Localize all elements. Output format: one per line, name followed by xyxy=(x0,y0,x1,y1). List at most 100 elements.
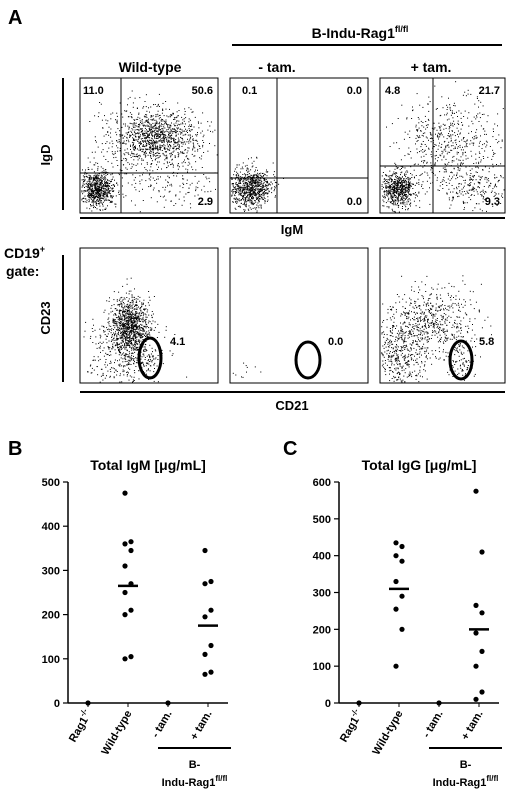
gate-label-line2: gate: xyxy=(6,263,39,279)
plot-frame xyxy=(229,247,369,384)
dot-cloud xyxy=(381,275,492,383)
dot-cloud xyxy=(381,81,505,213)
group-header: B-Indu-Rag1fl/fl xyxy=(312,24,409,41)
plot-frame xyxy=(79,77,219,214)
group-label-main: Indu-Rag1fl/fl xyxy=(433,774,499,789)
quadrant-tr-value: 0.0 xyxy=(347,85,362,97)
dot-cloud xyxy=(232,362,262,378)
y-tick-label: 400 xyxy=(313,551,331,563)
data-point xyxy=(356,700,362,706)
data-point xyxy=(473,663,479,669)
column-label-wild-type: Wild-type xyxy=(119,59,182,75)
data-point xyxy=(479,689,485,695)
row1-y-label: IgD xyxy=(38,145,53,166)
data-point xyxy=(128,654,134,660)
y-tick-label: 0 xyxy=(325,698,331,710)
column-label-minus-tam: - tam. xyxy=(258,59,295,75)
quadrant-tr-value: 50.6 xyxy=(192,85,213,97)
dot-cloud xyxy=(81,90,218,213)
data-point xyxy=(399,558,405,564)
data-point xyxy=(202,614,208,620)
x-category-label: Rag1-/- xyxy=(64,707,94,745)
data-point xyxy=(473,696,479,702)
x-category-label: Wild-type xyxy=(371,709,406,758)
gate-value: 4.1 xyxy=(170,336,185,348)
plot-frame xyxy=(229,77,369,214)
data-point xyxy=(128,607,134,613)
data-point xyxy=(122,490,128,496)
data-point xyxy=(85,700,91,706)
data-point xyxy=(208,642,214,649)
gate-value: 0.0 xyxy=(328,336,343,348)
x-category-label: + tam. xyxy=(188,709,214,743)
gate-value: 5.8 xyxy=(479,336,494,348)
data-point xyxy=(202,651,208,658)
category-text: - tam. xyxy=(150,709,175,740)
y-tick-label: 500 xyxy=(313,514,331,526)
data-point xyxy=(479,549,485,555)
category-text: + tam. xyxy=(188,709,214,743)
data-point xyxy=(202,671,208,677)
group-label-sup: fl/fl xyxy=(215,774,227,783)
gate-label-line1: CD19 xyxy=(4,245,40,261)
y-tick-label: 100 xyxy=(313,661,331,673)
gate-label: CD19+ xyxy=(4,244,45,261)
chart-title: Total IgG [μg/mL] xyxy=(362,457,477,473)
panel-c-letter: C xyxy=(283,438,297,460)
data-point xyxy=(122,589,128,596)
dot-cloud xyxy=(231,156,284,213)
x-category-label: Wild-type xyxy=(100,709,135,758)
y-tick-label: 600 xyxy=(313,477,331,489)
group-header-text: B-Indu-Rag1 xyxy=(312,25,395,41)
category-text: + tam. xyxy=(459,709,485,743)
data-point xyxy=(122,656,128,662)
data-point xyxy=(202,581,208,587)
group-header-sup: fl/fl xyxy=(395,24,409,34)
data-point xyxy=(399,543,405,550)
quadrant-tl-value: 11.0 xyxy=(83,85,104,97)
data-point xyxy=(128,539,134,545)
flow-plot-r1-c3: 4.8 21.7 9.3 xyxy=(379,77,506,214)
y-tick-label: 400 xyxy=(42,521,60,533)
group-label-prefix: B- xyxy=(460,759,472,771)
y-tick-label: 300 xyxy=(42,565,60,577)
data-point xyxy=(479,610,485,616)
row2-x-label: CD21 xyxy=(275,398,308,413)
quadrant-tl-value: 0.1 xyxy=(242,85,257,97)
group-label-sup: fl/fl xyxy=(486,774,498,783)
group-label-text: Indu-Rag1 xyxy=(162,777,216,789)
data-point xyxy=(165,700,171,706)
category-sup: -/- xyxy=(78,707,90,718)
data-point xyxy=(122,563,128,569)
x-category-label: - tam. xyxy=(150,709,175,740)
data-point xyxy=(399,593,405,599)
chart-title: Total IgM [μg/mL] xyxy=(90,457,206,473)
category-text: Wild-type xyxy=(100,709,135,758)
quadrant-br-value: 9.3 xyxy=(485,196,500,208)
quadrant-br-value: 0.0 xyxy=(347,196,362,208)
quadrant-tl-value: 4.8 xyxy=(385,85,400,97)
flow-plot-r2-c2: 0.0 xyxy=(229,247,369,384)
data-point xyxy=(393,578,399,585)
group-label-text: Indu-Rag1 xyxy=(433,777,487,789)
category-text: Wild-type xyxy=(371,709,406,758)
panel-b-letter: B xyxy=(8,438,22,460)
x-category-label: - tam. xyxy=(421,709,446,740)
data-point xyxy=(208,669,214,675)
plot-frame xyxy=(379,77,506,214)
plot-frame xyxy=(79,247,219,384)
data-point xyxy=(473,602,479,609)
category-text: - tam. xyxy=(421,709,446,740)
group-label-prefix: B- xyxy=(189,759,201,771)
panel-a-letter: A xyxy=(8,7,22,29)
x-category-label: + tam. xyxy=(459,709,485,743)
y-tick-label: 200 xyxy=(42,610,60,622)
plot-frame xyxy=(379,247,506,384)
data-point xyxy=(473,488,479,494)
quadrant-tr-value: 21.7 xyxy=(479,85,500,97)
row2-y-label: CD23 xyxy=(38,301,53,334)
x-category-label: Rag1-/- xyxy=(335,707,365,745)
column-label-plus-tam: + tam. xyxy=(411,59,452,75)
chart-igm: Total IgM [μg/mL] 0 100 200 300 400 500 Rag1-/-… xyxy=(42,457,231,789)
